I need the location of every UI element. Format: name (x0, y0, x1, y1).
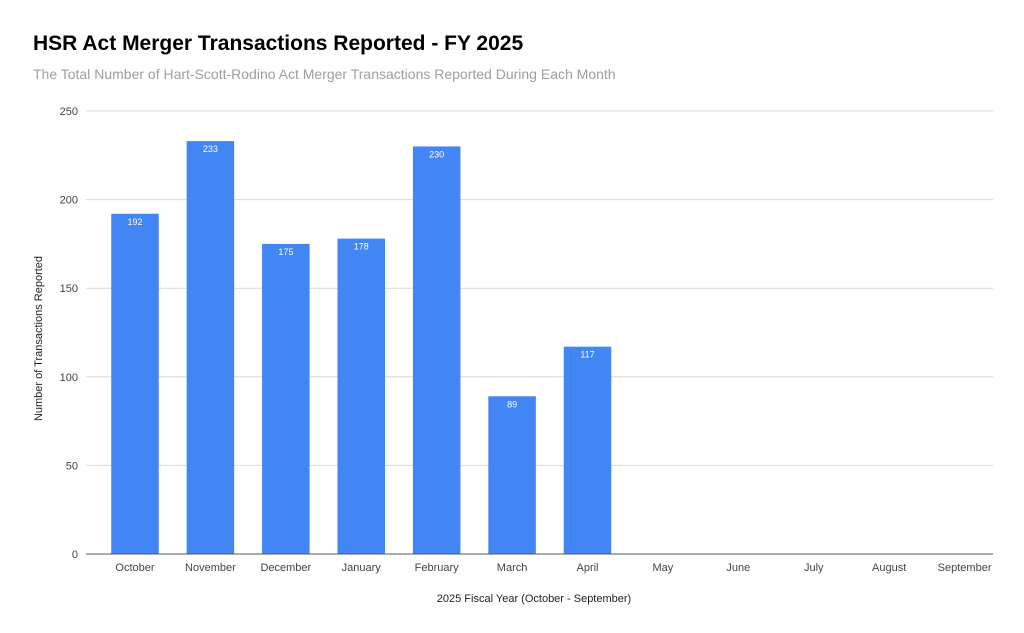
x-tick-label-august: August (872, 562, 906, 574)
x-tick-label-february: February (415, 562, 460, 574)
chart-subtitle: The Total Number of Hart-Scott-Rodino Ac… (33, 66, 616, 82)
bar-december (262, 243, 310, 554)
x-tick-label-december: December (260, 562, 311, 574)
x-tick-label-april: April (576, 562, 598, 574)
x-axis-title: 2025 Fiscal Year (October - September) (437, 593, 631, 605)
y-tick-label: 150 (60, 283, 78, 295)
y-tick-label: 100 (60, 372, 78, 384)
x-tick-label-september: September (938, 562, 992, 574)
y-tick-label: 0 (72, 549, 78, 561)
bar-january (337, 238, 386, 555)
x-tick-label-november: November (185, 562, 236, 574)
data-labels: 192 233 175 178 230 89 117 (127, 144, 594, 409)
y-tick-label: 50 (66, 460, 78, 472)
data-label-march: 89 (507, 399, 517, 409)
x-tick-label-january: January (342, 562, 382, 574)
x-tick-label-october: October (115, 562, 154, 574)
data-label-november: 233 (203, 144, 218, 154)
x-axis-ticks: October November December January February Ma… (115, 562, 991, 574)
x-tick-label-june: June (726, 562, 750, 574)
y-tick-label: 250 (60, 106, 78, 118)
bar-october (111, 213, 159, 554)
y-tick-label: 200 (60, 195, 78, 207)
y-axis-ticks: 0 50 100 150 200 250 (60, 106, 78, 561)
x-tick-label-july: July (804, 562, 824, 574)
gridlines (86, 110, 993, 466)
data-label-april: 117 (580, 350, 594, 360)
x-tick-label-may: May (653, 562, 674, 574)
bars (111, 141, 612, 555)
chart-title: HSR Act Merger Transactions Reported - F… (33, 32, 524, 55)
bar-february (412, 146, 461, 554)
data-label-february: 230 (429, 149, 444, 159)
data-label-december: 175 (278, 247, 293, 257)
bar-april (563, 346, 612, 554)
data-label-october: 192 (127, 217, 142, 227)
x-tick-label-march: March (497, 562, 528, 574)
bar-november (186, 141, 235, 554)
data-label-january: 178 (354, 242, 369, 252)
bar-march (488, 396, 536, 554)
y-axis-title: Number of Transactions Reported (33, 256, 45, 421)
